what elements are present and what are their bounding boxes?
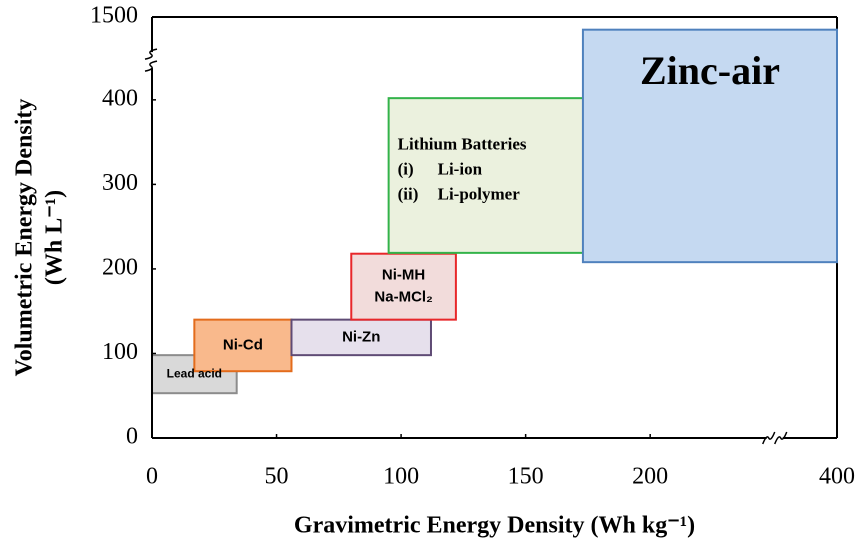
x-tick-label: 400 bbox=[819, 464, 855, 490]
x-tick-label: 100 bbox=[383, 464, 419, 490]
y-tick-label: 300 bbox=[102, 170, 138, 196]
range-box bbox=[290, 318, 432, 357]
y-break bbox=[144, 60, 158, 72]
range-box bbox=[581, 28, 838, 264]
x-break bbox=[774, 431, 788, 445]
x-break-gap bbox=[766, 432, 783, 444]
item-marker: (ii) bbox=[398, 184, 419, 203]
y-tick-label: 0 bbox=[126, 424, 138, 450]
box-label: Ni-Cd bbox=[223, 336, 263, 353]
item-label: Li-ion bbox=[438, 159, 483, 178]
range-box bbox=[350, 252, 457, 321]
box-label: Lithium Batteries bbox=[398, 134, 527, 153]
box-label: Zinc-air bbox=[640, 48, 780, 93]
x-tick-label: 50 bbox=[265, 464, 289, 490]
x-tick-label: 200 bbox=[632, 464, 668, 490]
y-break bbox=[144, 48, 158, 60]
y-axis-title: (Wh L⁻¹) bbox=[42, 190, 68, 285]
x-tick-label: 0 bbox=[146, 464, 158, 490]
y-tick-label: 400 bbox=[102, 85, 138, 111]
x-break bbox=[762, 431, 776, 445]
x-axis-title: Gravimetric Energy Density (Wh kg⁻¹) bbox=[294, 513, 695, 539]
y-break-gap bbox=[146, 52, 158, 69]
box-label: Ni-MH bbox=[382, 267, 425, 284]
box-label: Na-MCl₂ bbox=[374, 289, 432, 306]
box-label: Lead acid bbox=[167, 366, 222, 380]
item-label: Li-polymer bbox=[438, 184, 521, 203]
y-tick-label: 200 bbox=[102, 254, 138, 280]
y-tick-label: 100 bbox=[102, 339, 138, 365]
y-axis-title: Volumetric Energy Density bbox=[12, 99, 38, 377]
y-tick-label: 1500 bbox=[90, 3, 138, 29]
x-tick-label: 150 bbox=[508, 464, 544, 490]
box-label: Ni-Zn bbox=[342, 328, 380, 345]
item-marker: (i) bbox=[398, 159, 414, 178]
